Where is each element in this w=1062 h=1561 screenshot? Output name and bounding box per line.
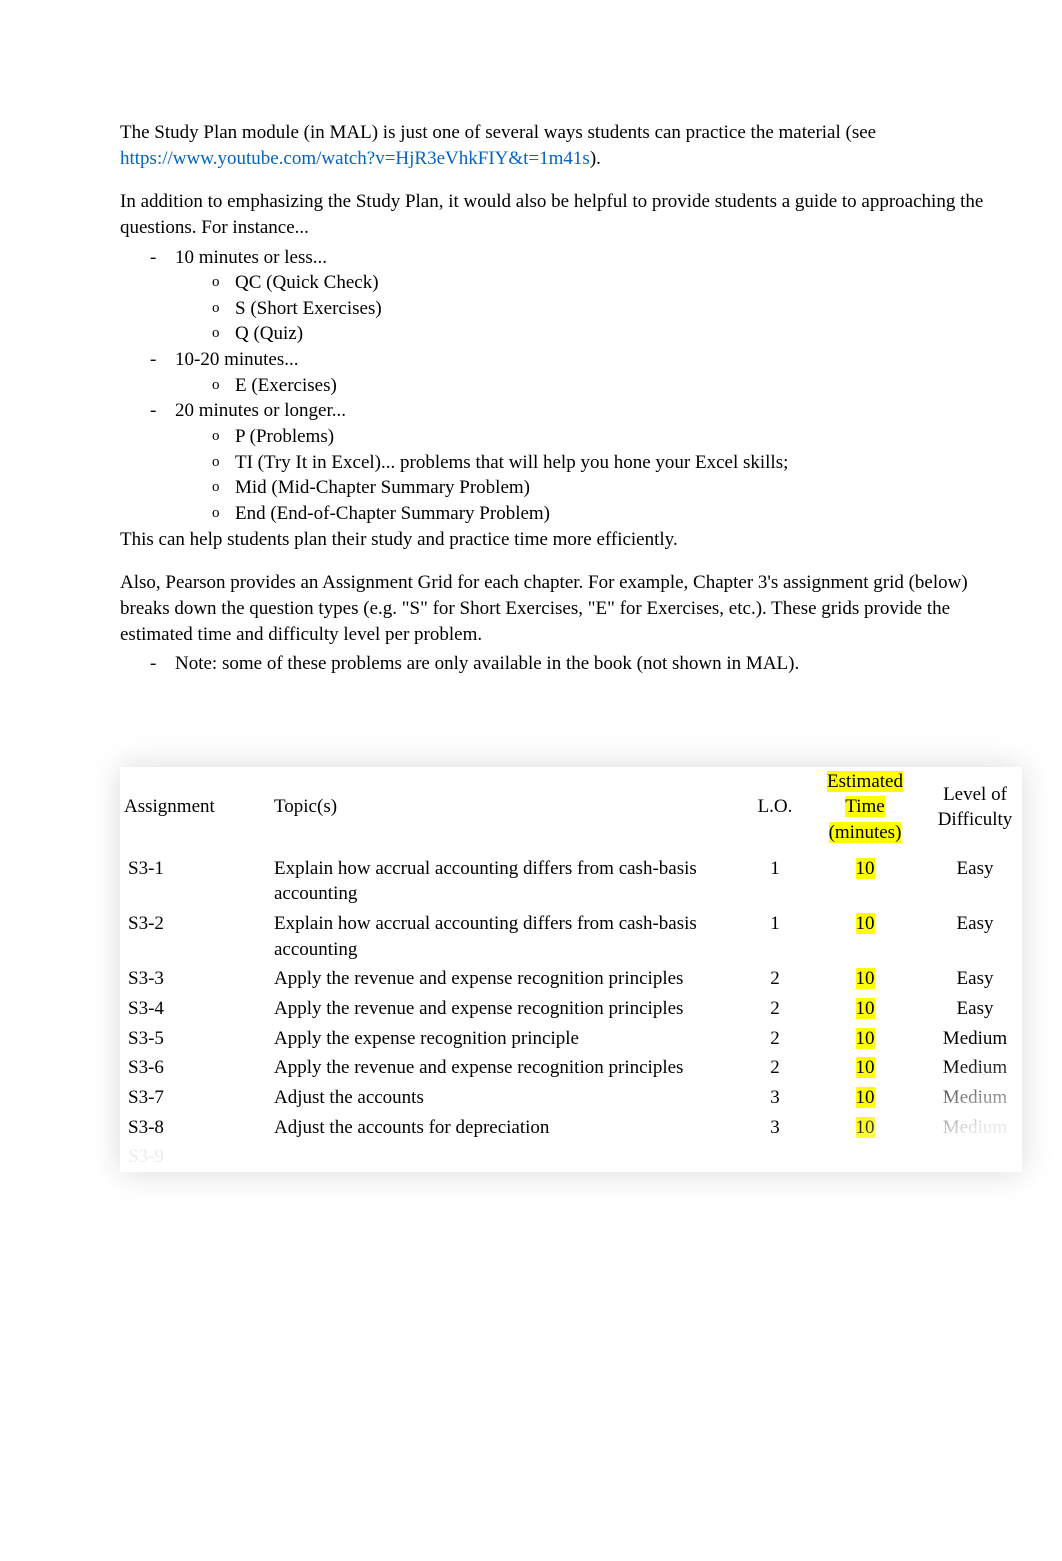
cell-lo: 2 — [740, 964, 810, 994]
cell-topic: Explain how accrual accounting differs f… — [270, 854, 740, 909]
cell-topic: Adjust the accounts for depreciation — [270, 1113, 740, 1143]
cell-assignment: S3-5 — [120, 1024, 270, 1054]
header-time: Estimated Time (minutes) — [810, 767, 920, 854]
cell-time: 10 — [810, 1024, 920, 1054]
cell-time: 10 — [810, 909, 920, 964]
cell-difficulty: Easy — [920, 854, 1022, 909]
cell-assignment: S3-3 — [120, 964, 270, 994]
cell-time: 10 — [810, 964, 920, 994]
timing-item-qc: QC (Quick Check) — [120, 270, 1022, 296]
cell-difficulty: Medium — [920, 1113, 1022, 1143]
cell-lo: 1 — [740, 909, 810, 964]
cell-lo: 2 — [740, 1024, 810, 1054]
table-row: S3-7 Adjust the accounts 3 10 Medium — [120, 1083, 1022, 1113]
cell-lo: 3 — [740, 1113, 810, 1143]
table-row: S3-8 Adjust the accounts for depreciatio… — [120, 1113, 1022, 1143]
youtube-link[interactable]: https://www.youtube.com/watch?v=HjR3eVhk… — [120, 148, 590, 169]
cell-time: 10 — [810, 1053, 920, 1083]
header-assignment: Assignment — [120, 767, 270, 854]
cell-lo: 3 — [740, 1083, 810, 1113]
cell-difficulty — [920, 1142, 1022, 1172]
followup-paragraph-2: Also, Pearson provides an Assignment Gri… — [120, 570, 1022, 647]
cell-difficulty: Easy — [920, 909, 1022, 964]
cell-topic: Apply the revenue and expense recognitio… — [270, 964, 740, 994]
table-row-faded: S3-9 — [120, 1142, 1022, 1172]
timing-item-mid: Mid (Mid-Chapter Summary Problem) — [120, 475, 1022, 501]
cell-lo: 1 — [740, 854, 810, 909]
cell-assignment: S3-8 — [120, 1113, 270, 1143]
cell-time: 10 — [810, 1083, 920, 1113]
cell-topic: Apply the expense recognition principle — [270, 1024, 740, 1054]
cell-difficulty: Medium — [920, 1053, 1022, 1083]
table-row: S3-2 Explain how accrual accounting diff… — [120, 909, 1022, 964]
cell-difficulty: Medium — [920, 1024, 1022, 1054]
header-lo: L.O. — [740, 767, 810, 854]
table-row: S3-6 Apply the revenue and expense recog… — [120, 1053, 1022, 1083]
timing-item-end: End (End-of-Chapter Summary Problem) — [120, 501, 1022, 527]
cell-assignment: S3-1 — [120, 854, 270, 909]
cell-topic: Explain how accrual accounting differs f… — [270, 909, 740, 964]
cell-lo: 2 — [740, 1053, 810, 1083]
document-body: The Study Plan module (in MAL) is just o… — [120, 120, 1022, 1172]
header-time-text: Estimated Time (minutes) — [827, 771, 903, 843]
cell-assignment: S3-4 — [120, 994, 270, 1024]
timing-item-ti: TI (Try It in Excel)... problems that wi… — [120, 450, 1022, 476]
assignment-grid-table-wrap: Assignment Topic(s) L.O. Estimated Time … — [120, 767, 1022, 1172]
cell-lo: 2 — [740, 994, 810, 1024]
header-topic: Topic(s) — [270, 767, 740, 854]
cell-time: 10 — [810, 1113, 920, 1143]
cell-time: 10 — [810, 854, 920, 909]
table-row: S3-5 Apply the expense recognition princ… — [120, 1024, 1022, 1054]
intro-paragraph-1: The Study Plan module (in MAL) is just o… — [120, 120, 1022, 171]
cell-difficulty: Easy — [920, 964, 1022, 994]
cell-assignment: S3-9 — [120, 1142, 270, 1172]
timing-group-2: 10-20 minutes... — [120, 347, 1022, 373]
cell-assignment: S3-7 — [120, 1083, 270, 1113]
intro-paragraph-2: In addition to emphasizing the Study Pla… — [120, 189, 1022, 240]
table-row: S3-1 Explain how accrual accounting diff… — [120, 854, 1022, 909]
cell-topic: Apply the revenue and expense recognitio… — [270, 1053, 740, 1083]
cell-difficulty: Medium — [920, 1083, 1022, 1113]
cell-topic: Apply the revenue and expense recognitio… — [270, 994, 740, 1024]
timing-item-p: P (Problems) — [120, 424, 1022, 450]
cell-topic: Adjust the accounts — [270, 1083, 740, 1113]
intro-text-1b: ). — [590, 148, 601, 169]
timing-group-1: 10 minutes or less... — [120, 245, 1022, 271]
table-row: S3-3 Apply the revenue and expense recog… — [120, 964, 1022, 994]
cell-time: 10 — [810, 994, 920, 1024]
cell-difficulty: Easy — [920, 994, 1022, 1024]
timing-item-q: Q (Quiz) — [120, 321, 1022, 347]
assignment-grid-table: Assignment Topic(s) L.O. Estimated Time … — [120, 767, 1022, 1172]
followup-paragraph-1: This can help students plan their study … — [120, 527, 1022, 553]
header-difficulty: Level of Difficulty — [920, 767, 1022, 854]
cell-topic — [270, 1142, 740, 1172]
timing-item-e: E (Exercises) — [120, 373, 1022, 399]
cell-assignment: S3-2 — [120, 909, 270, 964]
timing-group-3: 20 minutes or longer... — [120, 398, 1022, 424]
intro-text-1a: The Study Plan module (in MAL) is just o… — [120, 122, 876, 143]
table-row: S3-4 Apply the revenue and expense recog… — [120, 994, 1022, 1024]
cell-lo — [740, 1142, 810, 1172]
cell-time — [810, 1142, 920, 1172]
followup-note: Note: some of these problems are only av… — [120, 651, 1022, 677]
timing-item-s: S (Short Exercises) — [120, 296, 1022, 322]
table-header-row: Assignment Topic(s) L.O. Estimated Time … — [120, 767, 1022, 854]
cell-assignment: S3-6 — [120, 1053, 270, 1083]
